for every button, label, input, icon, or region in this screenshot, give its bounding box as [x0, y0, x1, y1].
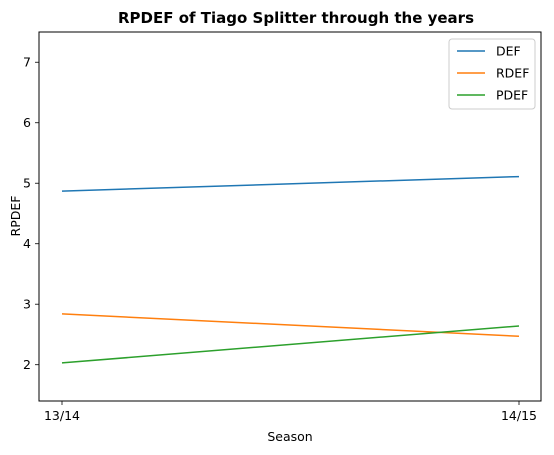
x-axis-label: Season: [267, 429, 312, 444]
x-tick-label: 14/15: [501, 408, 537, 423]
series-line-def: [61, 175, 520, 192]
legend-box: [448, 38, 536, 110]
y-tick-label: 6: [23, 115, 31, 130]
x-axis-ticks: 13/14 14/15: [44, 401, 537, 423]
legend: DEF RDEF PDEF: [448, 38, 536, 110]
y-tick-label: 5: [23, 176, 31, 191]
series-lines: [61, 175, 520, 364]
plot-area-frame: [38, 31, 542, 402]
legend-label-def: DEF: [496, 44, 521, 59]
x-tick-label: 13/14: [44, 408, 80, 423]
y-tick-label: 7: [23, 55, 31, 70]
y-tick-label: 3: [23, 297, 31, 312]
y-tick-label: 4: [23, 236, 31, 251]
legend-label-pdef: PDEF: [496, 88, 528, 103]
y-axis-ticks: 2 3 4 5 6 7: [23, 55, 39, 372]
legend-label-rdef: RDEF: [496, 66, 529, 81]
series-line-rdef: [61, 313, 520, 338]
y-axis-label: RPDEF: [8, 196, 23, 237]
chart-title: RPDEF of Tiago Splitter through the year…: [118, 9, 474, 27]
series-line-pdef: [61, 325, 520, 364]
y-tick-label: 2: [23, 357, 31, 372]
